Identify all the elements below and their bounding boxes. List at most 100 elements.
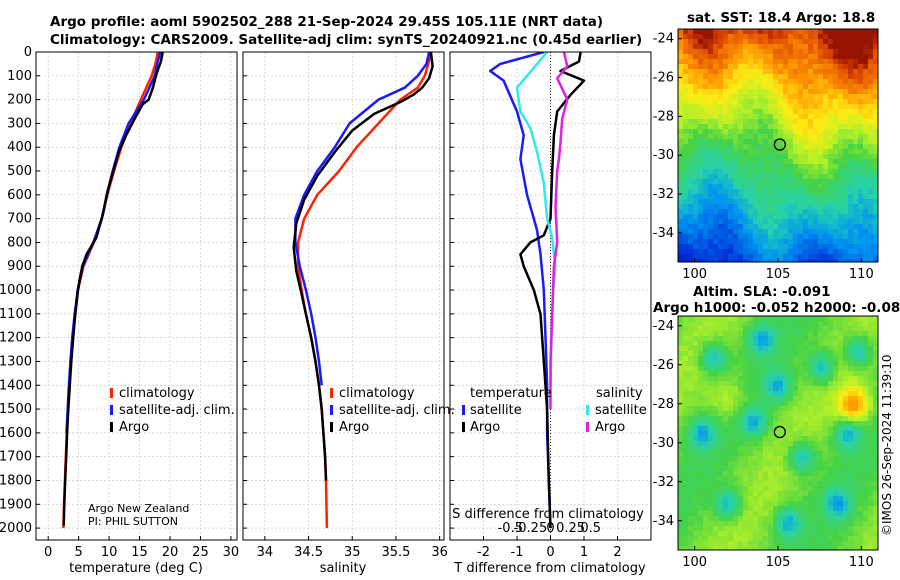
- map-cell: [873, 89, 878, 95]
- map-cell: [713, 179, 719, 185]
- map-cell: [778, 54, 784, 60]
- map-cell: [713, 34, 719, 40]
- map-cell: [718, 391, 724, 397]
- map-cell: [793, 481, 799, 487]
- map-cell: [743, 376, 749, 382]
- map-cell: [848, 356, 854, 362]
- map-cell: [783, 426, 789, 432]
- map-cell: [753, 99, 759, 105]
- map-cell: [793, 204, 799, 210]
- map-cell: [678, 341, 684, 347]
- map-cell: [798, 119, 804, 125]
- map-cell: [823, 54, 829, 60]
- map-cell: [778, 164, 784, 170]
- map-cell: [803, 381, 809, 387]
- map-cell: [868, 154, 874, 160]
- map-cell: [743, 456, 749, 462]
- legend-swatch-climatology: [110, 388, 113, 398]
- map-cell: [783, 209, 789, 215]
- map-cell: [813, 476, 819, 482]
- map-cell: [823, 34, 829, 40]
- map-cell: [698, 366, 704, 372]
- map-cell: [783, 149, 789, 155]
- map-cell: [693, 144, 699, 150]
- map-cell: [858, 234, 864, 240]
- map-cell: [688, 64, 694, 70]
- map-cell: [733, 336, 739, 342]
- map-cell: [758, 546, 764, 550]
- map-cell: [743, 44, 749, 50]
- map-cell: [733, 546, 739, 550]
- map-cell: [763, 159, 769, 165]
- map-cell: [738, 441, 744, 447]
- map-cell: [868, 69, 874, 75]
- map-cell: [783, 49, 789, 55]
- map-cell: [678, 491, 684, 497]
- map-cell: [763, 506, 769, 512]
- map-cell: [683, 351, 689, 357]
- map-cell: [738, 331, 744, 337]
- map-cell: [868, 341, 874, 347]
- map-cell: [868, 526, 874, 532]
- map-cell: [733, 346, 739, 352]
- map-cell: [853, 321, 859, 327]
- map-cell: [683, 29, 689, 35]
- map-cell: [848, 521, 854, 527]
- map-cell: [838, 491, 844, 497]
- map-cell: [848, 149, 854, 155]
- map-cell: [708, 461, 714, 467]
- map-cell: [678, 69, 684, 75]
- map-cell: [863, 174, 869, 180]
- map-cell: [683, 204, 689, 210]
- map-cell: [808, 526, 814, 532]
- map-cell: [848, 431, 854, 437]
- map-cell: [858, 249, 864, 255]
- map-cell: [813, 64, 819, 70]
- map-cell: [713, 134, 719, 140]
- map-cell: [713, 361, 719, 367]
- map-cell: [778, 376, 784, 382]
- map-cell: [818, 491, 824, 497]
- map-cell: [863, 164, 869, 170]
- map-cell: [828, 361, 834, 367]
- map-cell: [868, 396, 874, 402]
- map-cell: [683, 446, 689, 452]
- map-cell: [843, 94, 849, 100]
- map-cell: [833, 69, 839, 75]
- map-cell: [758, 204, 764, 210]
- map-cell: [718, 456, 724, 462]
- map-cell: [808, 84, 814, 90]
- map-cell: [793, 451, 799, 457]
- map-cell: [743, 219, 749, 225]
- map-cell: [868, 114, 874, 120]
- map-cell: [758, 496, 764, 502]
- map-cell: [828, 184, 834, 190]
- map-cell: [688, 84, 694, 90]
- map-cell: [863, 234, 869, 240]
- map-cell: [803, 44, 809, 50]
- map-cell: [678, 386, 684, 392]
- map-cell: [773, 69, 779, 75]
- map-cell: [723, 219, 729, 225]
- map-cell: [808, 356, 814, 362]
- map-cell: [698, 39, 704, 45]
- map-cell: [793, 154, 799, 160]
- map-cell: [828, 536, 834, 542]
- map-cell: [718, 89, 724, 95]
- map-cell: [773, 331, 779, 337]
- map-cell: [858, 506, 864, 512]
- map-cell: [863, 496, 869, 502]
- legend-label-climatology: climatology: [119, 386, 195, 401]
- map-cell: [683, 189, 689, 195]
- map-cell: [793, 44, 799, 50]
- map-cell: [683, 154, 689, 160]
- map-cell: [843, 491, 849, 497]
- map-cell: [843, 541, 849, 547]
- map-cell: [708, 29, 714, 35]
- map-cell: [788, 234, 794, 240]
- map-cell: [873, 381, 878, 387]
- map-cell: [783, 416, 789, 422]
- map-cell: [718, 194, 724, 200]
- map-cell: [778, 336, 784, 342]
- map-cell: [783, 244, 789, 250]
